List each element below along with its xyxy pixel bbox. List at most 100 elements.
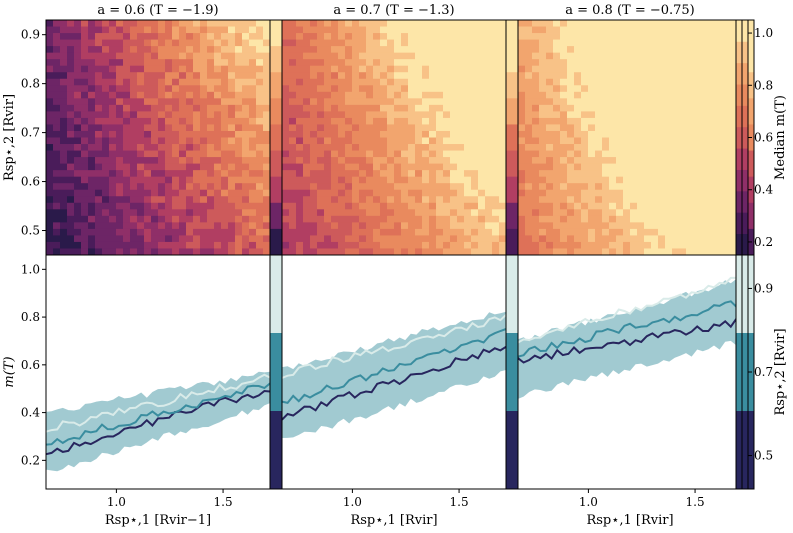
heatmap-cell: [242, 124, 250, 132]
heatmap-cell: [158, 209, 166, 217]
heatmap-cell: [373, 209, 381, 217]
heatmap-cell: [665, 117, 673, 125]
heatmap-cell: [380, 52, 388, 60]
heatmap-cell: [630, 52, 638, 60]
heatmap-cell: [553, 235, 561, 243]
heatmap-cell: [324, 39, 332, 47]
heatmap-cell: [345, 176, 353, 184]
heatmap-cell: [651, 170, 659, 178]
heatmap-cell: [249, 65, 257, 73]
heatmap-cell: [672, 98, 680, 106]
heatmap-cell: [235, 241, 243, 249]
heatmap-cell: [53, 91, 61, 99]
heatmap-cell: [242, 46, 250, 54]
heatmap-cell: [144, 33, 152, 40]
heatmap-cell: [137, 202, 145, 210]
heatmap-cell: [665, 150, 673, 158]
heatmap-cell: [693, 222, 701, 230]
heatmap-cell: [345, 98, 353, 106]
heatmap-cell: [574, 157, 582, 165]
heatmap-cell: [116, 163, 124, 171]
heatmap-cell: [658, 183, 666, 191]
heatmap-cell: [317, 104, 325, 112]
heatmap-cell: [394, 202, 402, 210]
heatmap-cell: [532, 46, 540, 54]
heatmap-cell: [242, 98, 250, 106]
heatmap-cell: [116, 117, 124, 125]
heatmap-cell: [567, 46, 575, 54]
heatmap-cell: [623, 170, 631, 178]
heatmap-cell: [567, 222, 575, 230]
heatmap-cell: [464, 124, 472, 132]
heatmap-cell: [457, 222, 465, 230]
heatmap-cell: [242, 202, 250, 210]
heatmap-cell: [401, 235, 409, 243]
heatmap-cell: [686, 72, 694, 80]
heatmap-cell: [53, 189, 61, 197]
heatmap-cell: [499, 202, 507, 210]
heatmap-cell: [499, 20, 507, 27]
heatmap-cell: [707, 78, 715, 86]
heatmap-cell: [394, 20, 402, 27]
heatmap-cell: [317, 91, 325, 99]
heatmap-cell: [137, 183, 145, 191]
heatmap-cell: [471, 130, 479, 138]
heatmap-cell: [422, 150, 430, 158]
heatmap-cell: [67, 235, 75, 243]
heatmap-cell: [158, 144, 166, 151]
heatmap-cell: [46, 248, 54, 256]
heatmap-cell: [186, 215, 194, 223]
heatmap-cell: [214, 91, 222, 99]
heatmap-cell: [436, 241, 444, 249]
heatmap-cell: [235, 228, 243, 236]
heatmap-cell: [415, 33, 423, 40]
heatmap-cell: [464, 130, 472, 138]
heatmap-cell: [214, 26, 222, 34]
heatmap-cell: [228, 78, 236, 86]
heatmap-cell: [221, 91, 229, 99]
heatmap-cell: [637, 170, 645, 178]
heatmap-cell: [345, 130, 353, 138]
heatmap-cell: [352, 59, 360, 67]
heatmap-cell: [560, 189, 568, 197]
heatmap-cell: [256, 215, 264, 223]
heatmap-cell: [102, 137, 110, 145]
heatmap-cell: [422, 46, 430, 54]
heatmap-cell: [436, 72, 444, 80]
heatmap-cell: [616, 111, 624, 119]
heatmap-cell: [672, 241, 680, 249]
heatmap-cell: [214, 52, 222, 60]
heatmap-cell: [518, 144, 526, 151]
heatmap-cell: [588, 124, 596, 132]
heatmap-cell: [728, 170, 736, 178]
heatmap-cell: [235, 176, 243, 184]
heatmap-cell: [151, 137, 159, 145]
heatmap-cell: [172, 137, 180, 145]
heatmap-cell: [366, 111, 374, 119]
heatmap-cell: [672, 39, 680, 47]
heatmap-cell: [658, 78, 666, 86]
heatmap-cell: [102, 98, 110, 106]
heatmap-cell: [345, 137, 353, 145]
heatmap-cell: [289, 98, 297, 106]
heatmap-cell: [602, 196, 610, 204]
heatmap-cell: [228, 111, 236, 119]
heatmap-cell: [331, 52, 339, 60]
heatmap-cell: [221, 157, 229, 165]
heatmap-cell: [478, 189, 486, 197]
heatmap-cell: [338, 241, 346, 249]
heatmap-cell: [172, 52, 180, 60]
heatmap-cell: [172, 183, 180, 191]
heatmap-cell: [637, 72, 645, 80]
heatmap-cell: [317, 157, 325, 165]
heatmap-cell: [130, 215, 138, 223]
heatmap-cell: [366, 91, 374, 99]
heatmap-cell: [228, 20, 236, 27]
heatmap-cell: [672, 248, 680, 256]
heatmap-cell: [296, 196, 304, 204]
heatmap-cell: [532, 52, 540, 60]
heatmap-cell: [88, 85, 96, 93]
heatmap-cell: [303, 202, 311, 210]
heatmap-cell: [53, 117, 61, 125]
